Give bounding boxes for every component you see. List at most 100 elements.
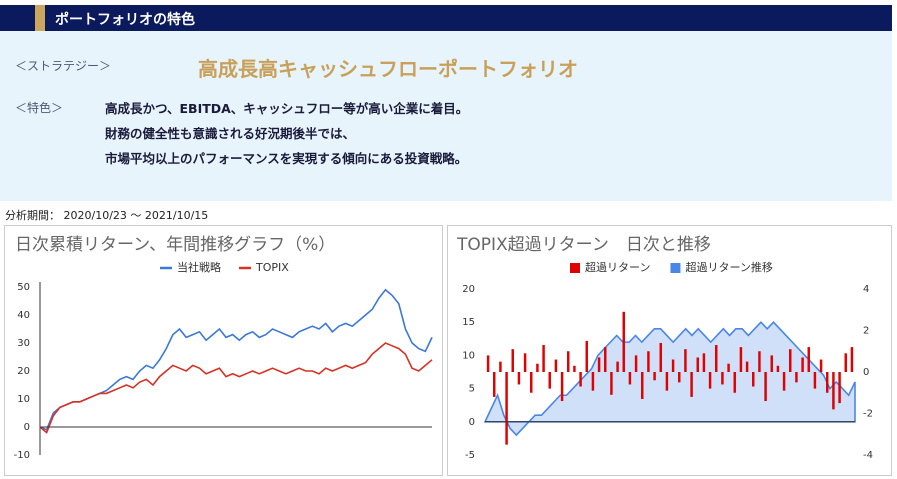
bar [517,372,521,385]
chart-title: TOPIX超過リターン 日次と推移 [456,235,711,255]
feature-line: 市場平均以上のパフォーマンスを実現する傾向にある投資戦略。 [105,151,468,166]
bar [554,359,558,372]
features-label: ＜特色＞ [15,101,64,115]
feature-panel: ＜ストラテジー＞ 高成長高キャッシュフローポートフォリオ ＜特色＞ 高成長かつ、… [0,31,892,201]
bar [536,363,539,372]
bar [770,355,773,372]
series-line [39,342,433,434]
bar [721,372,724,385]
bar [591,372,595,391]
y2-tick-label: -4 [863,450,873,461]
bar [832,372,835,410]
bar [715,345,718,372]
y2-tick-label: 2 [863,326,869,337]
bar [752,372,755,387]
header-accent [35,5,45,31]
area [483,321,856,437]
bar [671,359,675,372]
bar [610,372,613,395]
legend-swatch [670,263,681,273]
bar [844,353,847,372]
bar [604,347,607,372]
chart-title: 日次累積リターン、年間推移グラフ（%） [15,235,335,255]
bar [764,372,767,402]
bar [758,351,761,372]
bar [684,349,687,372]
bar [745,361,749,372]
bar [807,347,810,372]
bar [579,372,582,387]
bar [739,347,743,372]
bar [708,372,712,389]
bar [486,355,490,372]
legend-label: 超過リターン [585,260,650,274]
chart-frame [4,225,443,476]
bar [690,372,693,397]
bar [659,342,662,372]
legend-label: 当社戦略 [177,260,221,274]
bar [585,340,588,372]
bar [493,372,496,397]
chart-frame [447,225,892,476]
bar [622,311,625,372]
bar [634,355,638,372]
bar [548,372,551,389]
bar [573,365,576,372]
bar [523,353,527,372]
bar [665,372,669,391]
y-tick-label: 15 [462,317,475,328]
bar [819,359,823,372]
header-title: ポートフォリオの特色 [55,12,195,28]
y2-tick-label: 0 [863,367,869,378]
bar [727,363,730,372]
bar [782,372,786,391]
bar [801,357,804,372]
period-value: 2020/10/23 ～ 2021/10/15 [63,209,209,222]
legend-label: 超過リターン推移 [685,260,772,274]
y-tick-label: 20 [462,284,475,295]
bar [702,353,706,372]
bar [826,372,829,393]
y-tick-label: -5 [465,450,475,461]
bar [733,372,736,393]
bar [653,372,656,381]
bar [795,372,798,383]
bar [838,372,841,404]
bar [499,361,502,372]
bar [560,372,564,402]
bar [776,365,780,372]
period-label: 分析期間： [5,209,60,222]
bar [511,349,514,372]
series-line [39,288,433,431]
bar [641,372,644,399]
y-tick-label: 50 [17,282,30,293]
bar [567,351,570,372]
bar [530,372,533,393]
bar [696,357,699,372]
y2-tick-label: 4 [863,284,869,295]
y-tick-label: 0 [469,417,475,428]
y-tick-label: 30 [17,338,30,349]
bar [597,357,601,372]
feature-line: 高成長かつ、EBITDA、キャッシュフロー等が高い企業に着目。 [105,101,469,116]
strategy-name: 高成長高キャッシュフローポートフォリオ [198,57,578,81]
y-tick-label: 5 [469,384,475,395]
bar [628,372,632,385]
legend-swatch [570,263,580,273]
bar [647,351,650,372]
y-tick-label: 10 [462,350,475,361]
legend-label: TOPIX [255,261,289,274]
y-tick-label: 10 [17,394,30,405]
feature-line: 財務の健全性も意識される好況期後半では、 [105,126,356,141]
bar [813,372,817,389]
y-tick-label: 40 [17,310,30,321]
y-tick-label: 0 [24,422,30,433]
y-tick-label: -10 [14,450,30,461]
header-bar: ポートフォリオの特色 [0,5,892,31]
bar [505,372,508,445]
bar [678,372,681,383]
y-tick-label: 20 [17,366,30,377]
bar [616,361,619,372]
